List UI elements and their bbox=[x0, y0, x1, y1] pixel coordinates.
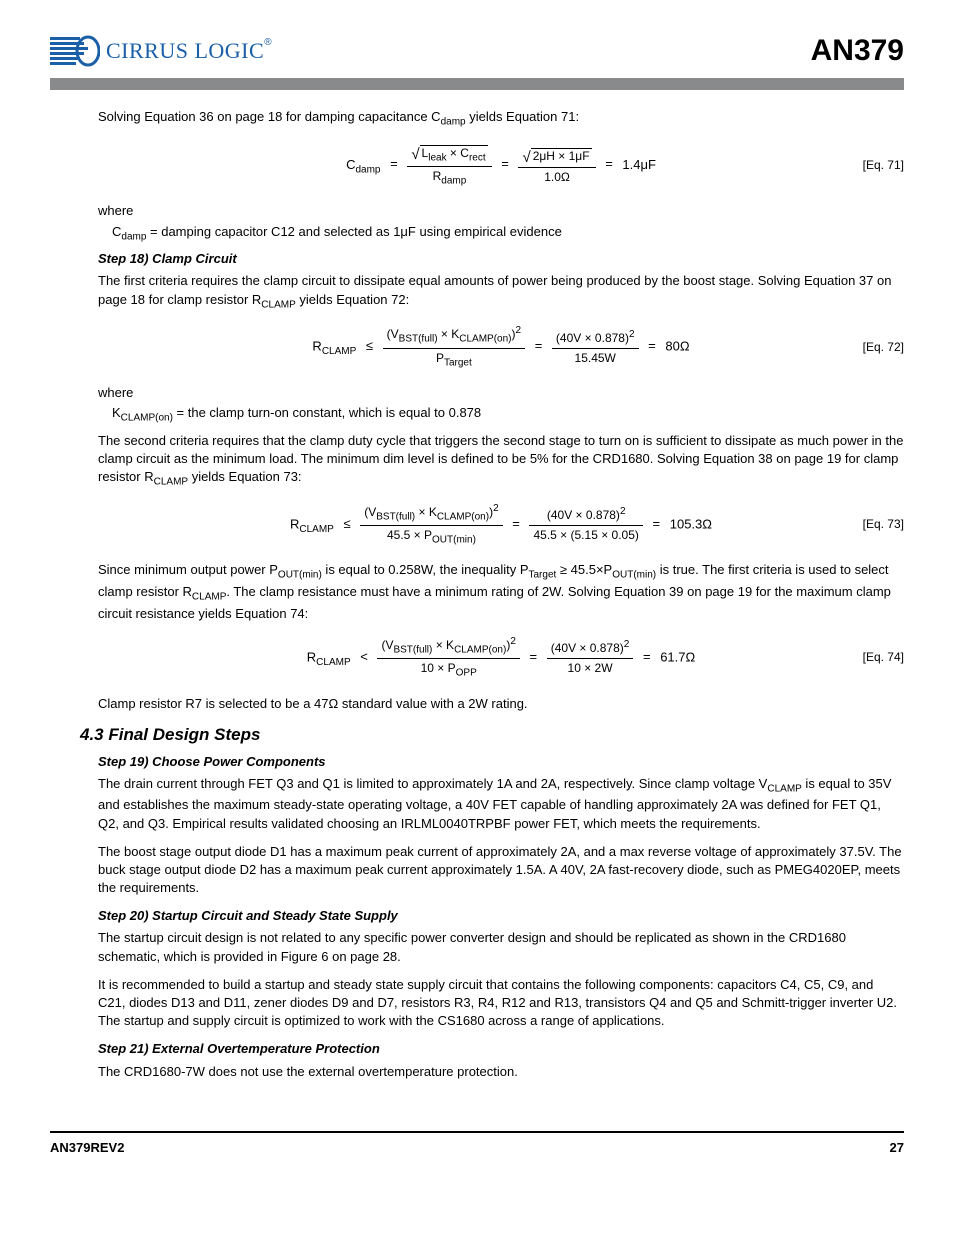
equation-label: [Eq. 72] bbox=[863, 339, 904, 356]
where-definition: KCLAMP(on) = the clamp turn-on constant,… bbox=[98, 404, 904, 426]
page-content: Solving Equation 36 on page 18 for dampi… bbox=[50, 108, 904, 1081]
step-18-para-1: The first criteria requires the clamp ci… bbox=[98, 272, 904, 312]
step-18-para-2: The second criteria requires that the cl… bbox=[98, 432, 904, 490]
where-label: where bbox=[98, 384, 904, 402]
step-19-para-2: The boost stage output diode D1 has a ma… bbox=[98, 843, 904, 898]
equation-73: RCLAMP ≤ (VBST(full) × KCLAMP(on))2 45.5… bbox=[98, 502, 904, 548]
step-20-title: Step 20) Startup Circuit and Steady Stat… bbox=[98, 907, 904, 925]
where-label: where bbox=[98, 202, 904, 220]
footer-rev: AN379REV2 bbox=[50, 1139, 124, 1157]
step-21-title: Step 21) External Overtemperature Protec… bbox=[98, 1040, 904, 1058]
step-18-para-4: Clamp resistor R7 is selected to be a 47… bbox=[98, 695, 904, 713]
equation-label: [Eq. 73] bbox=[863, 516, 904, 533]
where-definition: Cdamp = damping capacitor C12 and select… bbox=[98, 223, 904, 245]
step-18-para-3: Since minimum output power POUT(min) is … bbox=[98, 561, 904, 622]
section-4-3-title: 4.3 Final Design Steps bbox=[80, 723, 904, 747]
equation-label: [Eq. 74] bbox=[863, 649, 904, 666]
header-rule bbox=[50, 78, 904, 90]
equation-label: [Eq. 71] bbox=[863, 157, 904, 174]
step-20-para-2: It is recommended to build a startup and… bbox=[98, 976, 904, 1031]
step-21-para-1: The CRD1680-7W does not use the external… bbox=[98, 1063, 904, 1081]
step-18-title: Step 18) Clamp Circuit bbox=[98, 250, 904, 268]
page-footer: AN379REV2 27 bbox=[50, 1131, 904, 1157]
step-19-para-1: The drain current through FET Q3 and Q1 … bbox=[98, 775, 904, 833]
cirrus-logo-icon bbox=[50, 34, 100, 68]
page-header: CIRRUS LOGIC® AN379 bbox=[50, 30, 904, 72]
logo-text: CIRRUS LOGIC® bbox=[106, 36, 272, 67]
company-logo: CIRRUS LOGIC® bbox=[50, 34, 272, 68]
step-19-title: Step 19) Choose Power Components bbox=[98, 753, 904, 771]
step-20-para-1: The startup circuit design is not relate… bbox=[98, 929, 904, 965]
footer-page-number: 27 bbox=[890, 1139, 904, 1157]
equation-74: RCLAMP < (VBST(full) × KCLAMP(on))2 10 ×… bbox=[98, 635, 904, 681]
document-id: AN379 bbox=[811, 30, 904, 72]
intro-paragraph: Solving Equation 36 on page 18 for dampi… bbox=[98, 108, 904, 130]
equation-72: RCLAMP ≤ (VBST(full) × KCLAMP(on))2 PTar… bbox=[98, 324, 904, 370]
equation-71: Cdamp = √Lleak × Crect Rdamp = √2μH × 1μ… bbox=[98, 142, 904, 189]
